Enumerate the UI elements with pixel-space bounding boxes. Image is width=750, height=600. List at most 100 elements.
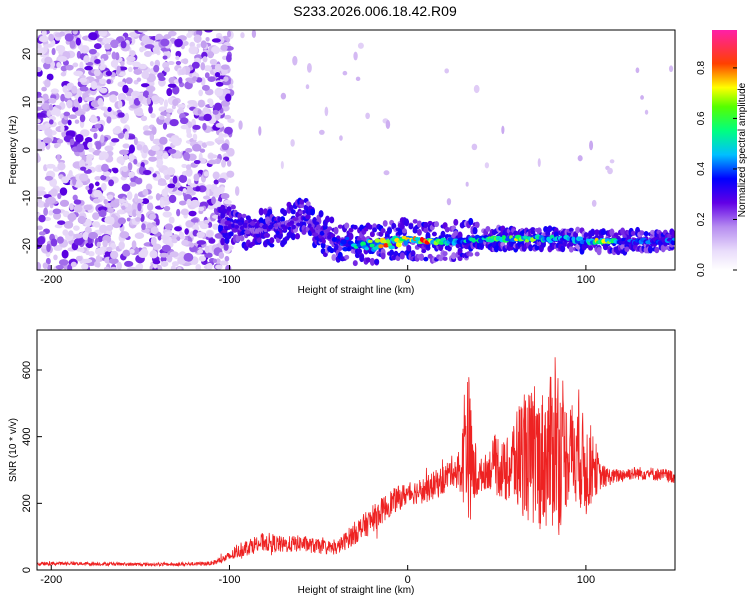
noise-blob xyxy=(111,51,117,60)
noise-blob xyxy=(38,35,49,43)
noise-blob xyxy=(46,243,51,253)
noise-blob xyxy=(97,206,108,212)
ridge-core xyxy=(364,247,370,251)
ridge-halo xyxy=(239,235,245,242)
noise-blob xyxy=(37,43,42,49)
snr-y-tick-label: 0 xyxy=(21,567,33,573)
noise-blob xyxy=(206,262,213,270)
snr-y-tick-label: 400 xyxy=(21,427,33,445)
noise-blob xyxy=(225,264,232,270)
ridge-halo xyxy=(380,252,386,260)
noise-blob xyxy=(96,37,103,42)
noise-blob xyxy=(188,46,199,55)
noise-speck xyxy=(342,70,348,76)
ridge-halo xyxy=(474,221,480,229)
noise-blob xyxy=(227,118,235,124)
noise-blob xyxy=(117,209,124,215)
noise-blob xyxy=(168,216,175,224)
noise-blob xyxy=(142,169,152,176)
noise-blob xyxy=(42,137,53,144)
noise-blob xyxy=(201,84,210,91)
ridge-halo xyxy=(468,217,474,226)
noise-speck xyxy=(471,143,478,151)
noise-blob xyxy=(67,119,72,126)
noise-blob xyxy=(122,84,129,94)
noise-blob xyxy=(106,116,112,124)
noise-blob xyxy=(142,188,149,196)
noise-speck xyxy=(501,125,505,135)
noise-speck xyxy=(385,119,391,129)
noise-blob xyxy=(129,50,136,57)
noise-speck xyxy=(607,167,613,175)
ridge-halo xyxy=(540,240,546,248)
noise-blob xyxy=(84,137,93,143)
noise-blob xyxy=(37,153,40,163)
noise-blob xyxy=(183,252,194,262)
ridge-halo xyxy=(329,247,335,254)
noise-blob xyxy=(49,178,58,187)
noise-blob xyxy=(152,44,160,54)
noise-blob xyxy=(79,77,88,83)
noise-blob xyxy=(112,127,122,134)
noise-blob xyxy=(215,264,223,270)
spectrogram-plot-area xyxy=(37,30,675,270)
noise-blob xyxy=(140,83,150,88)
colorbar-label: Normalized spectral amplitude xyxy=(737,82,748,217)
noise-speck xyxy=(280,92,287,100)
noise-blob xyxy=(117,100,123,109)
noise-blob xyxy=(79,86,89,92)
noise-blob xyxy=(187,178,192,186)
noise-blob xyxy=(163,66,171,73)
noise-blob xyxy=(204,252,213,258)
noise-blob xyxy=(169,118,179,127)
noise-blob xyxy=(108,258,119,265)
noise-blob xyxy=(55,44,66,53)
noise-blob xyxy=(92,198,101,204)
noise-blob xyxy=(151,95,161,103)
noise-blob xyxy=(150,236,157,246)
noise-blob xyxy=(228,84,234,90)
noise-blob xyxy=(220,193,230,200)
ridge-halo xyxy=(500,241,506,247)
noise-blob xyxy=(119,231,130,239)
noise-blob xyxy=(209,58,218,66)
noise-blob xyxy=(37,235,46,245)
spectrogram-x-ticks: -200 -100 0 100 xyxy=(40,265,595,286)
noise-blob xyxy=(79,114,86,123)
ridge-core xyxy=(298,210,304,215)
noise-blob xyxy=(46,110,51,117)
spectrogram-x-tick-label: 100 xyxy=(577,274,595,286)
noise-blob xyxy=(225,93,232,102)
noise-blob xyxy=(124,112,130,122)
noise-blob xyxy=(128,135,136,140)
noise-blob xyxy=(94,247,105,256)
noise-blob xyxy=(140,115,148,122)
noise-blob xyxy=(178,77,183,84)
ridge-halo xyxy=(547,225,553,233)
noise-blob xyxy=(166,87,173,97)
ridge-halo xyxy=(528,244,534,252)
noise-blob xyxy=(103,198,108,205)
noise-blob xyxy=(83,204,93,211)
noise-blob xyxy=(63,111,71,117)
ridge-halo xyxy=(310,208,316,216)
noise-blob xyxy=(199,148,206,153)
noise-blob xyxy=(221,104,230,112)
noise-blob xyxy=(149,132,155,142)
noise-blob xyxy=(93,189,103,198)
noise-blob xyxy=(143,125,150,131)
ridge-halo xyxy=(416,229,422,236)
noise-blob xyxy=(100,174,107,181)
spectrogram-x-tick-label: -200 xyxy=(40,274,62,286)
noise-blob xyxy=(176,104,186,109)
noise-blob xyxy=(133,68,143,75)
noise-blob xyxy=(186,198,192,206)
noise-speck xyxy=(383,170,390,176)
noise-blob xyxy=(215,258,221,265)
ridge-halo xyxy=(397,228,403,236)
ridge-halo xyxy=(269,237,275,244)
noise-blob xyxy=(58,259,69,266)
ridge-halo xyxy=(218,223,224,231)
noise-blob xyxy=(176,266,182,270)
ridge-halo xyxy=(228,231,234,237)
